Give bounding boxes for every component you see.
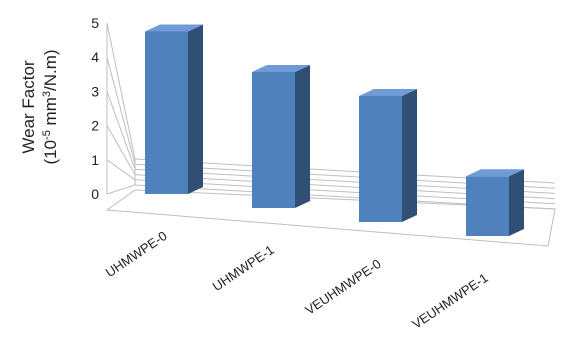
x-category-label: VEUHMWPE-1 — [409, 270, 490, 332]
gridline-side — [106, 57, 136, 165]
bars — [145, 24, 524, 236]
bar-side-face — [509, 169, 524, 236]
y-axis-ticks: 0 1 2 3 4 5 — [91, 15, 99, 202]
bar-top-face — [466, 169, 524, 177]
bar — [145, 24, 203, 194]
bar — [252, 64, 310, 208]
x-category-label: UHMWPE-0 — [103, 228, 170, 280]
bar-top-face — [145, 24, 203, 32]
bar-front-face — [145, 31, 188, 194]
y-axis-label-line2: (10-5 mm3/N.m) — [41, 49, 60, 164]
y-tick-label: 0 — [91, 186, 99, 202]
gridline-side — [106, 184, 136, 195]
y-tick-label: 5 — [91, 15, 99, 31]
gridline-side — [106, 125, 136, 175]
floor-plane — [105, 189, 556, 247]
bar-front-face — [466, 176, 509, 236]
y-axis-label: Wear Factor (10-5 mm3/N.m) — [19, 49, 60, 164]
y-tick-label: 4 — [91, 49, 99, 65]
y-tick-label: 3 — [91, 83, 99, 99]
y-tick-label: 2 — [91, 118, 99, 134]
bar-side-face — [188, 24, 203, 194]
bar-front-face — [359, 95, 402, 222]
bar — [466, 169, 524, 236]
floor — [105, 189, 556, 247]
x-axis-categories: UHMWPE-0 UHMWPE-1 VEUHMWPE-0 VEUHMWPE-1 — [103, 228, 491, 332]
bar-side-face — [402, 88, 417, 222]
bar — [359, 88, 417, 222]
bar-side-face — [295, 64, 310, 208]
gridline-side — [106, 22, 136, 160]
bar-front-face — [252, 71, 295, 208]
bar-top-face — [359, 88, 417, 96]
y-axis-label-line1: Wear Factor — [19, 60, 38, 154]
x-category-label: VEUHMWPE-0 — [302, 256, 383, 318]
x-category-label: UHMWPE-1 — [210, 242, 277, 294]
gridline-side — [106, 91, 136, 170]
gridline-side — [106, 159, 136, 181]
y-tick-label: 1 — [91, 152, 99, 168]
bar-top-face — [252, 64, 310, 72]
